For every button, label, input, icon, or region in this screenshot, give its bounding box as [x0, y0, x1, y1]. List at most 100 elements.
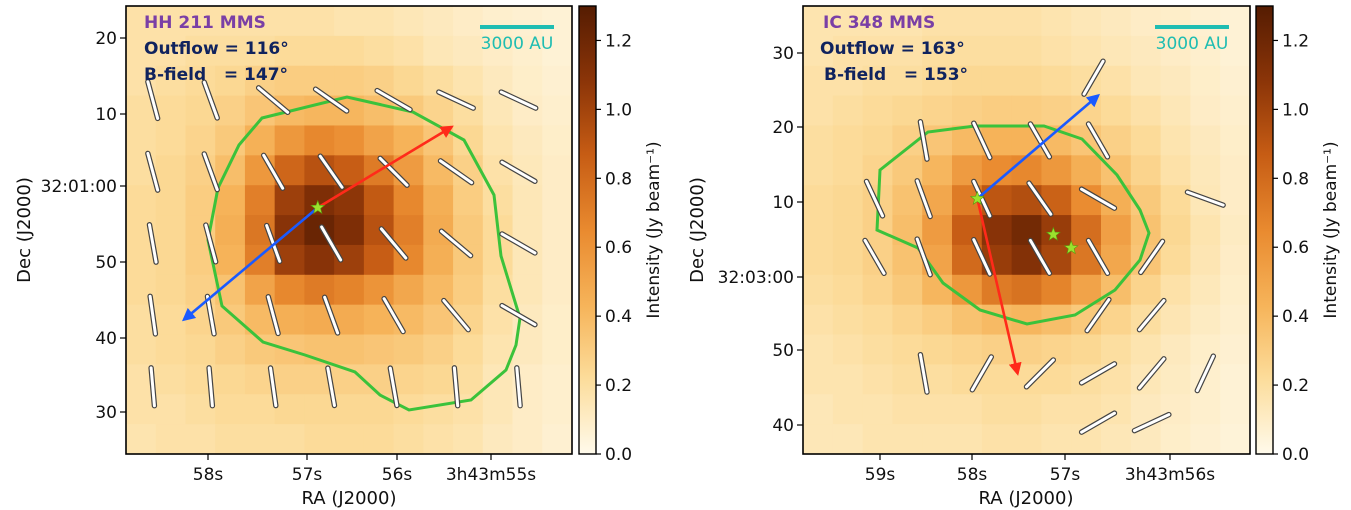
polarization-vector	[146, 80, 160, 120]
heatmap-cell	[453, 244, 484, 276]
y-tick-labels: 20 10 32:01:00 50 40 30	[41, 29, 126, 423]
heatmap-cell	[1011, 65, 1042, 97]
polarization-vector	[326, 366, 336, 408]
heatmap-cell	[1041, 155, 1072, 186]
heatmap-cell	[1220, 244, 1251, 276]
x-axis-label: RA (J2000)	[302, 488, 397, 509]
heatmap-cell	[832, 185, 864, 216]
polarization-vector	[970, 355, 993, 392]
polarization-vector	[1087, 238, 1110, 275]
polarization-vector	[1080, 187, 1116, 210]
heatmap-cell	[512, 125, 543, 156]
heatmap-cell	[1220, 215, 1251, 246]
heatmap-cell	[862, 65, 893, 97]
heatmap-cell	[423, 364, 454, 395]
heatmap-cell	[803, 35, 834, 67]
polarization-vector	[1087, 122, 1110, 159]
heatmap-cell	[512, 424, 543, 455]
heatmap-cell	[155, 65, 187, 97]
heatmap-cell	[1160, 35, 1191, 67]
heatmap-cell	[393, 6, 424, 37]
heatmap-cell	[892, 424, 923, 455]
heatmap-cell	[423, 185, 454, 216]
heatmap-cell	[244, 185, 276, 216]
heatmap-cell	[244, 125, 276, 156]
heatmap-cell	[1130, 95, 1162, 127]
heatmap-cell	[482, 364, 514, 395]
polarization-vector	[915, 237, 932, 277]
heatmap-cell	[393, 274, 424, 306]
heatmap-cell	[1071, 35, 1102, 67]
heatmap-cell	[1071, 155, 1102, 186]
heatmap-cell	[274, 6, 305, 37]
polarization-vector	[257, 86, 290, 114]
heatmap-cell	[423, 424, 454, 455]
heatmap-cell	[1101, 35, 1132, 67]
heatmap-cell	[952, 424, 983, 455]
heatmap-cell	[1190, 155, 1221, 186]
heatmap-cell	[215, 35, 246, 67]
heatmap-cell	[1101, 6, 1132, 37]
colorbar-tick-label: 0.8	[605, 169, 632, 189]
heatmap-cell	[274, 65, 305, 97]
x-axis-label: RA (J2000)	[979, 488, 1074, 509]
heatmap-cell	[334, 6, 365, 37]
heatmap-cell	[862, 334, 893, 365]
heatmap-cell	[393, 424, 424, 455]
polarization-vector	[918, 353, 929, 394]
heatmap-cell	[892, 394, 923, 425]
heatmap-cell	[304, 125, 335, 156]
heatmap-cell	[1160, 125, 1191, 156]
heatmap-cell	[862, 125, 893, 156]
heatmap-cell	[1160, 244, 1191, 276]
heatmap-cell	[892, 334, 923, 365]
heatmap-cell	[155, 424, 187, 455]
heatmap-cell	[832, 424, 864, 455]
chart-title: HH 211 MMS	[144, 13, 266, 33]
heatmap-cell	[1190, 35, 1221, 67]
heatmap-cell	[1220, 125, 1251, 156]
heatmap-cell	[892, 6, 923, 37]
heatmap-cell	[215, 364, 246, 395]
heatmap-cell	[1220, 35, 1251, 67]
heatmap-cell	[155, 244, 187, 276]
polarization-vector	[382, 297, 405, 334]
heatmap-cell	[1130, 274, 1162, 306]
heatmap-cell	[215, 304, 246, 336]
y-tick-label: 20	[95, 29, 117, 49]
heatmap-cell	[862, 394, 893, 425]
heatmap-cell	[334, 65, 365, 97]
heatmap-cell	[803, 6, 834, 37]
heatmap-cell	[1220, 364, 1251, 395]
heatmap-cell	[482, 394, 514, 425]
heatmap-cell	[304, 394, 335, 425]
heatmap-cell	[922, 334, 953, 365]
y-tick-labels: 30 20 10 32:03:00 50 40	[718, 44, 803, 436]
heatmap-cell	[1011, 274, 1042, 306]
heatmap-cell	[126, 334, 157, 365]
heatmap-cell	[155, 364, 187, 395]
y-tick-label: 50	[95, 253, 117, 273]
colorbar-tick-label: 0.0	[1282, 445, 1309, 465]
heatmap-cell	[453, 65, 484, 97]
polarization-vector	[148, 294, 157, 336]
heatmap-cell	[922, 215, 953, 246]
heatmap-cell	[803, 155, 834, 186]
polarization-vector	[323, 295, 340, 335]
heatmap-cell	[1160, 215, 1191, 246]
polarization-vector	[202, 80, 219, 120]
heatmap-cell	[423, 244, 454, 276]
heatmap-cell	[892, 185, 923, 216]
heatmap-cell	[1220, 65, 1251, 97]
source-star	[310, 199, 326, 214]
colorbar-label: Intensity (Jy beam⁻¹)	[1321, 141, 1341, 318]
heatmap-cell	[803, 364, 834, 395]
y-tick-label: 40	[95, 329, 117, 349]
heatmap-cell	[542, 364, 573, 395]
heatmap-cell	[423, 394, 454, 425]
bfield-label: B-field = 147°	[144, 65, 288, 85]
heatmap-cell	[832, 244, 864, 276]
heatmap-cell	[453, 215, 484, 246]
heatmap-cell	[1011, 155, 1042, 186]
heatmap-cell	[803, 244, 834, 276]
